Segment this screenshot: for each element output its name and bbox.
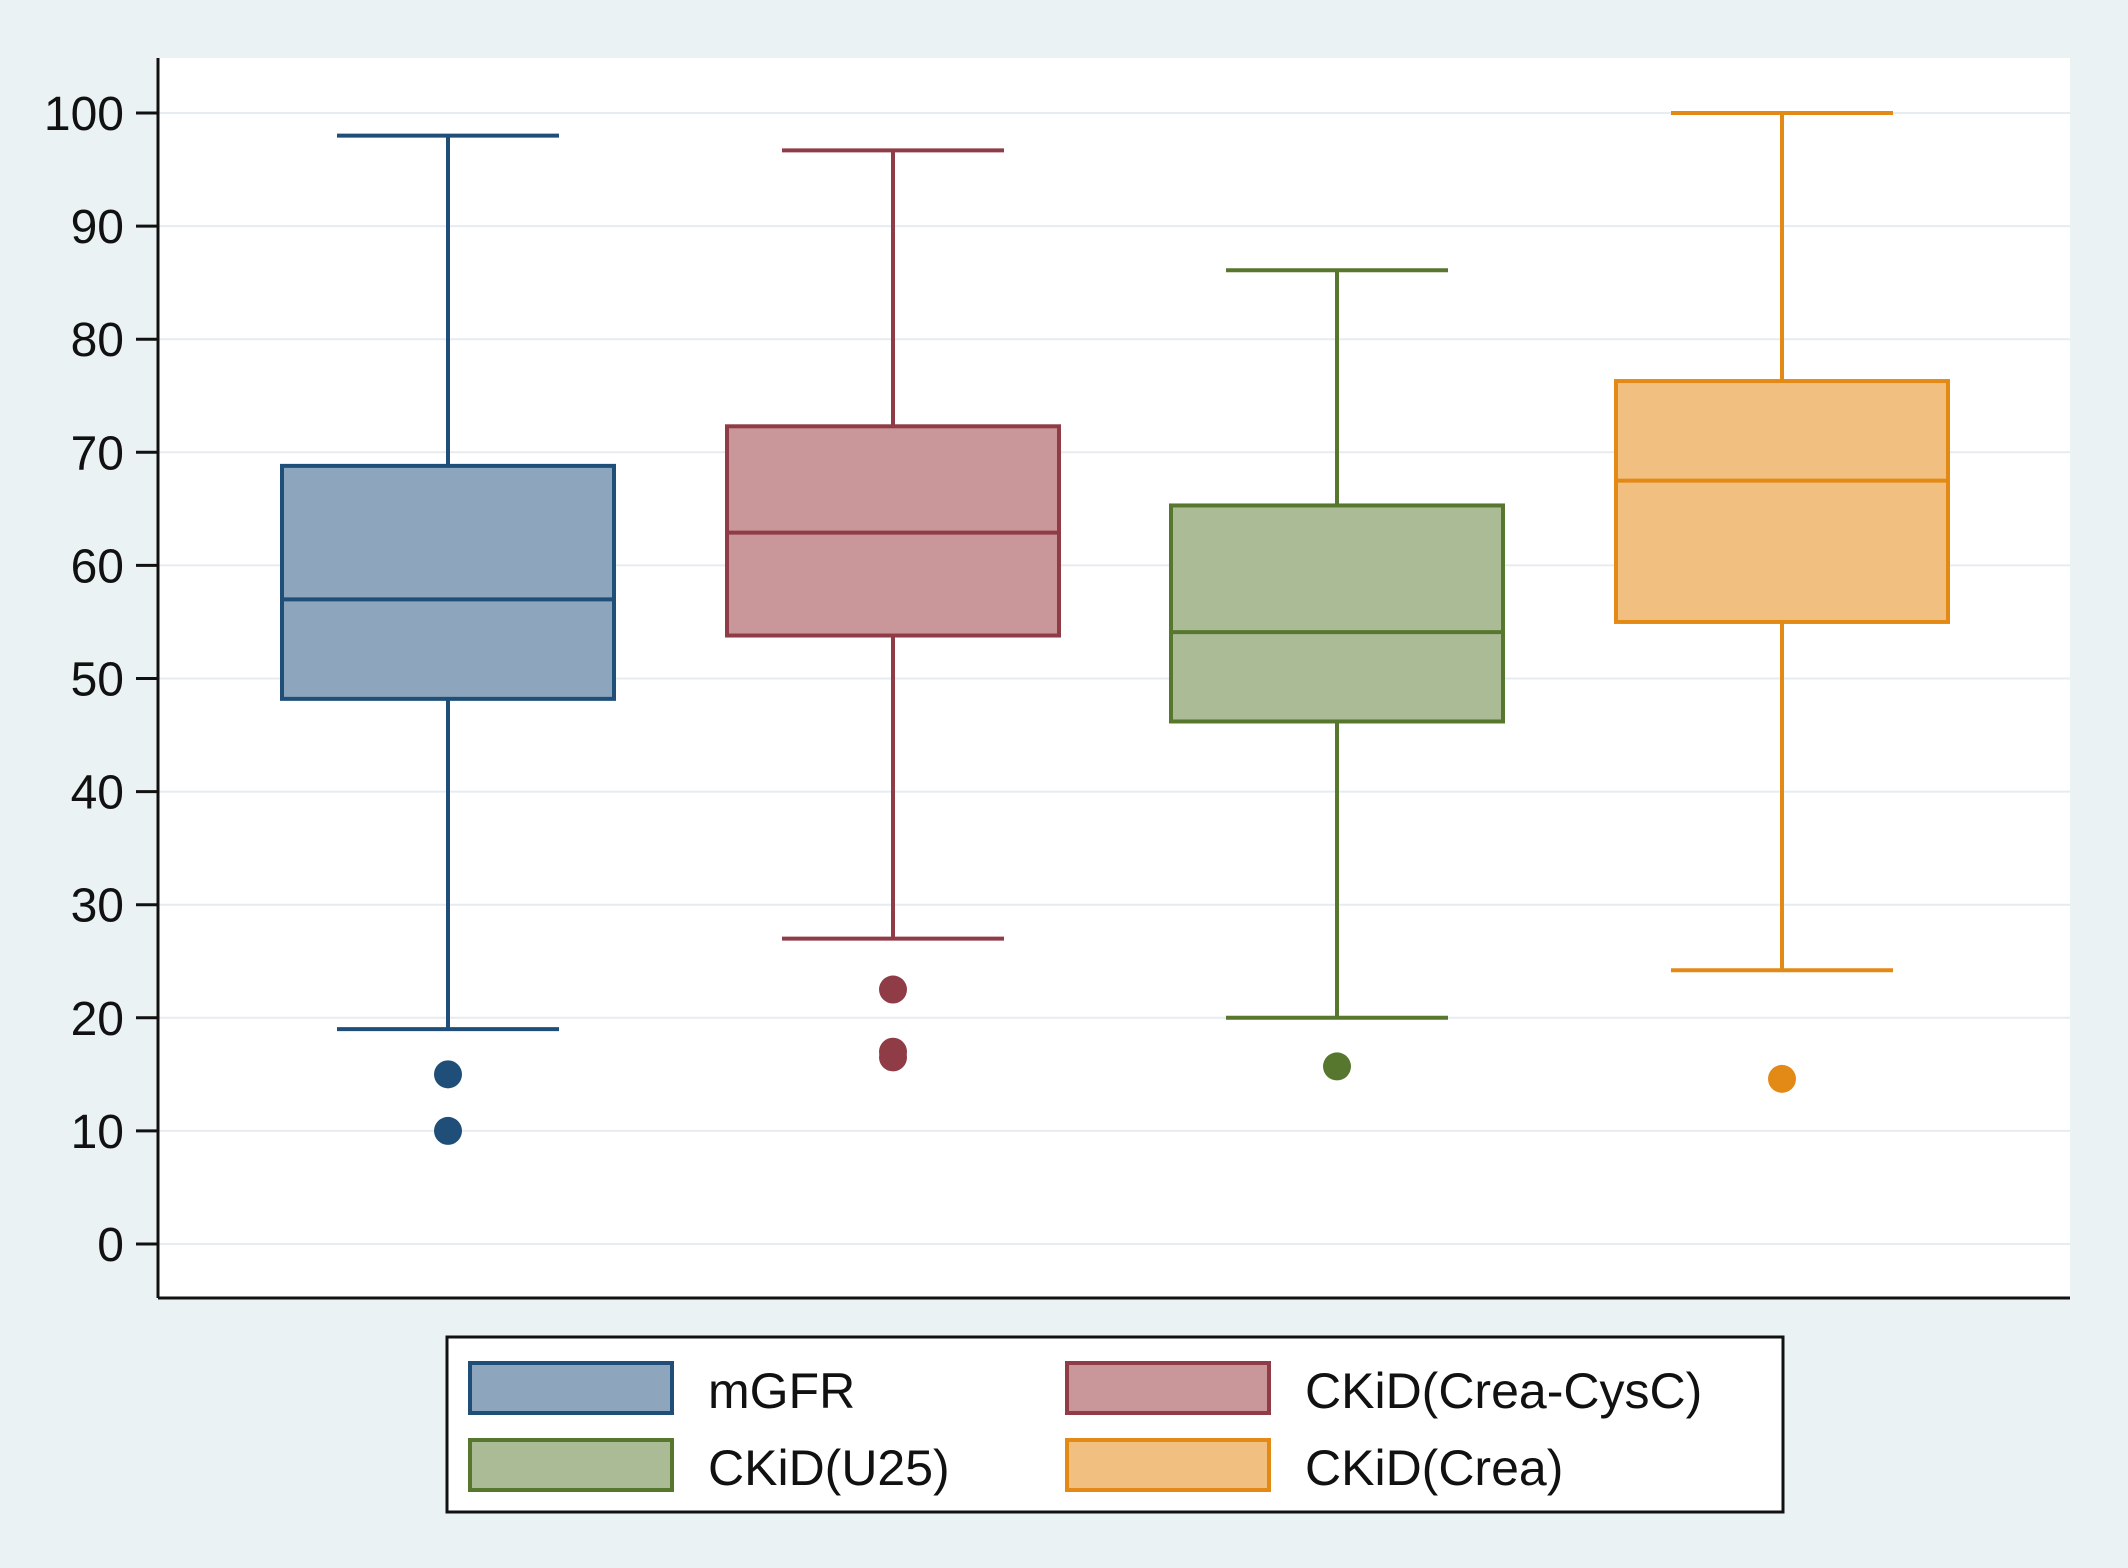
outlier-point bbox=[1323, 1052, 1351, 1081]
y-tick-label: 40 bbox=[71, 767, 124, 820]
y-tick-label: 0 bbox=[97, 1219, 124, 1272]
iqr-box bbox=[1614, 379, 1950, 624]
legend-label: CKiD(U25) bbox=[708, 1440, 950, 1496]
legend-label: CKiD(Crea) bbox=[1305, 1440, 1563, 1496]
y-tick-label: 30 bbox=[71, 880, 124, 933]
legend-swatch bbox=[1065, 1361, 1271, 1415]
iqr-box bbox=[1169, 503, 1505, 724]
box-mGFR bbox=[280, 133, 616, 1145]
outlier-point bbox=[1768, 1064, 1796, 1093]
y-tick-label: 100 bbox=[44, 88, 124, 141]
legend-label: mGFR bbox=[708, 1363, 855, 1419]
legend-swatch bbox=[1065, 1438, 1271, 1492]
y-axis: 0 10 20 30 40 50 60 70 80 90 100 bbox=[44, 88, 158, 1272]
outlier-point bbox=[434, 1116, 462, 1145]
legend-swatch bbox=[468, 1361, 674, 1415]
boxes bbox=[280, 111, 1950, 1145]
iqr-box bbox=[280, 463, 616, 701]
legend-swatch bbox=[468, 1438, 674, 1492]
box-CKiD(Crea-CysC) bbox=[725, 148, 1061, 1072]
y-tick-label: 50 bbox=[71, 654, 124, 707]
legend-label: CKiD(Crea-CysC) bbox=[1305, 1363, 1702, 1419]
outlier-point bbox=[879, 1043, 907, 1072]
y-tick-label: 80 bbox=[71, 314, 124, 367]
box-CKiD(U25) bbox=[1169, 268, 1505, 1081]
y-tick-label: 90 bbox=[71, 201, 124, 254]
box-CKiD(Crea) bbox=[1614, 111, 1950, 1093]
y-tick-label: 20 bbox=[71, 993, 124, 1046]
outlier-point bbox=[434, 1060, 462, 1089]
legend: mGFR CKiD(Crea-CysC) CKiD(U25) CKiD(Crea) bbox=[445, 1335, 1785, 1514]
y-tick-label: 60 bbox=[71, 540, 124, 593]
outlier-point bbox=[879, 975, 907, 1004]
y-tick-label: 10 bbox=[71, 1106, 124, 1159]
y-tick-label: 70 bbox=[71, 427, 124, 480]
